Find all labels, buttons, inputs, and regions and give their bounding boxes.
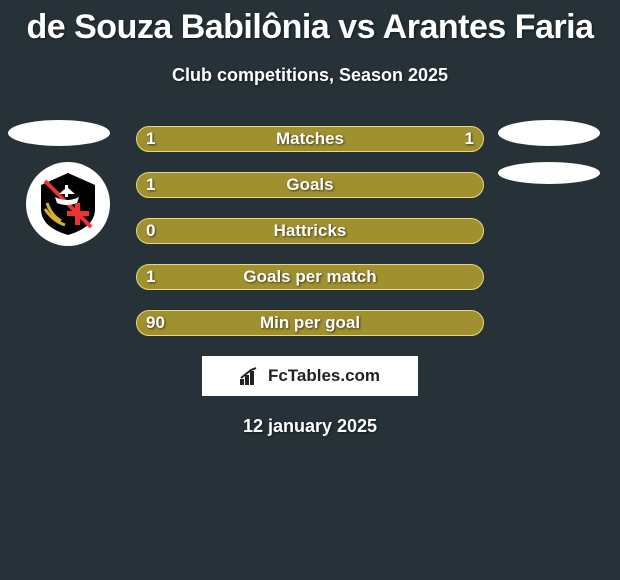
page-title: de Souza Babilônia vs Arantes Faria [0, 0, 620, 47]
stats-area: 1 Matches 1 1 Goals 0 Hattricks [0, 126, 620, 437]
chart-icon [240, 367, 262, 385]
stat-label: Goals [136, 172, 484, 198]
stat-label: Goals per match [136, 264, 484, 290]
stat-label: Hattricks [136, 218, 484, 244]
club-right-placeholder [498, 162, 600, 184]
stat-right-value: 1 [465, 126, 474, 152]
stat-label: Matches [136, 126, 484, 152]
branding-text: FcTables.com [268, 366, 380, 386]
club-badge-left [26, 162, 110, 246]
branding: FcTables.com [202, 356, 418, 396]
club-crest-icon [33, 169, 103, 239]
player-left-placeholder [8, 120, 110, 146]
comparison-card: de Souza Babilônia vs Arantes Faria Club… [0, 0, 620, 580]
player-right-placeholder [498, 120, 600, 146]
stat-label: Min per goal [136, 310, 484, 336]
subtitle: Club competitions, Season 2025 [0, 65, 620, 86]
